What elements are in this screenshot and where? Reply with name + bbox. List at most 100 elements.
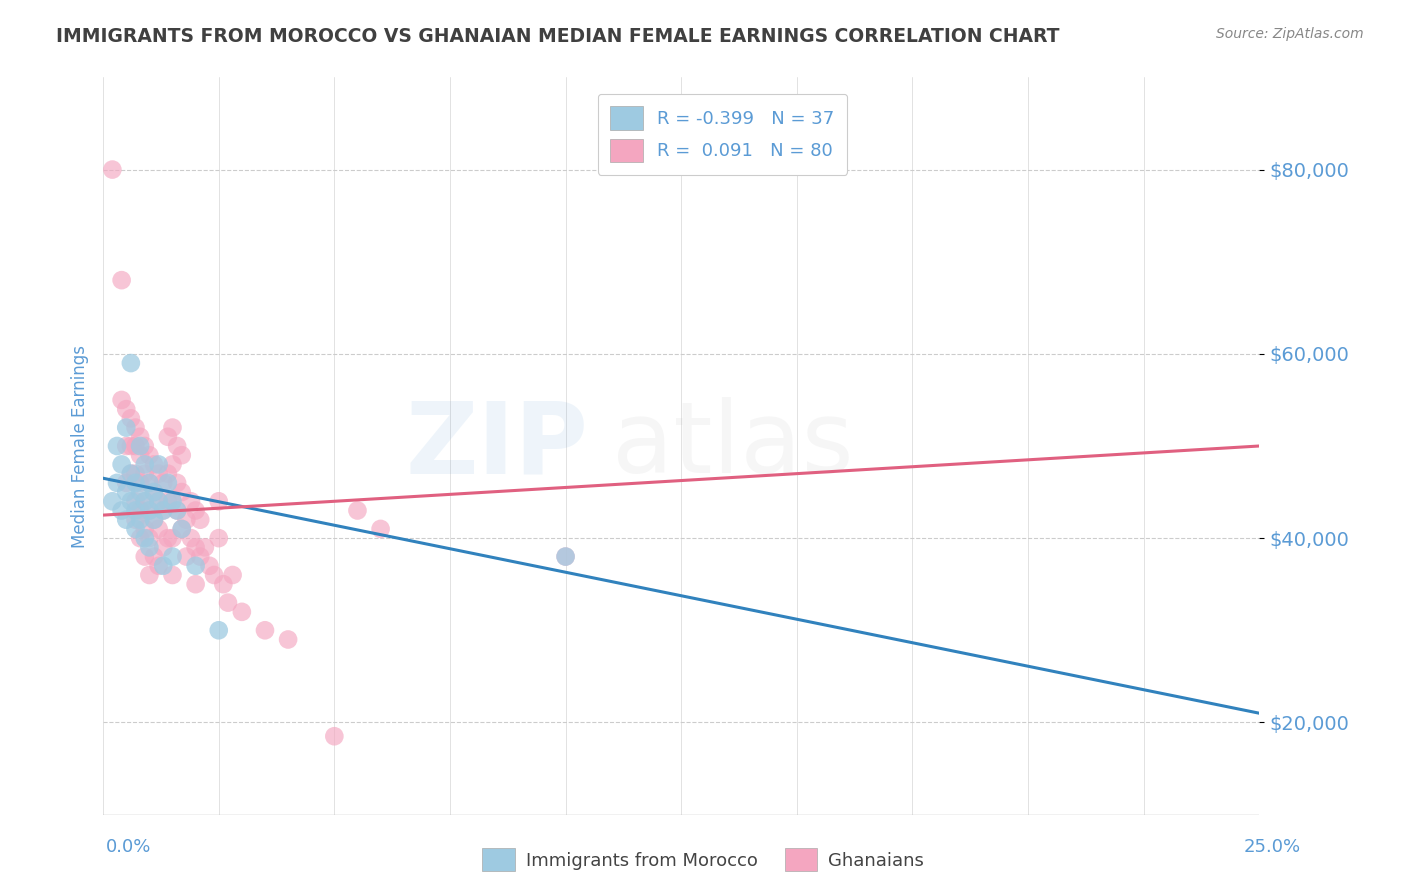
Point — [162, 549, 184, 564]
Point — [208, 494, 231, 508]
Point — [156, 467, 179, 481]
Point — [156, 475, 179, 490]
Point — [166, 503, 188, 517]
Point — [323, 729, 346, 743]
Point — [194, 541, 217, 555]
Point — [212, 577, 235, 591]
Point — [120, 494, 142, 508]
Point — [162, 420, 184, 434]
Point — [143, 549, 166, 564]
Point — [152, 475, 174, 490]
Point — [129, 448, 152, 462]
Point — [111, 458, 134, 472]
Text: 0.0%: 0.0% — [105, 838, 150, 855]
Point — [170, 448, 193, 462]
Point — [176, 549, 198, 564]
Point — [120, 356, 142, 370]
Point — [120, 439, 142, 453]
Point — [184, 541, 207, 555]
Point — [166, 475, 188, 490]
Point — [134, 549, 156, 564]
Point — [120, 467, 142, 481]
Point — [134, 467, 156, 481]
Text: Source: ZipAtlas.com: Source: ZipAtlas.com — [1216, 27, 1364, 41]
Point — [143, 485, 166, 500]
Point — [124, 420, 146, 434]
Point — [188, 549, 211, 564]
Point — [156, 531, 179, 545]
Point — [152, 503, 174, 517]
Point — [162, 531, 184, 545]
Point — [162, 494, 184, 508]
Point — [120, 411, 142, 425]
Point — [148, 494, 170, 508]
Point — [129, 439, 152, 453]
Point — [370, 522, 392, 536]
Point — [152, 558, 174, 573]
Point — [105, 475, 128, 490]
Point — [124, 494, 146, 508]
Point — [129, 531, 152, 545]
Legend: R = -0.399   N = 37, R =  0.091   N = 80: R = -0.399 N = 37, R = 0.091 N = 80 — [598, 94, 848, 175]
Point — [170, 485, 193, 500]
Point — [202, 568, 225, 582]
Point — [115, 475, 138, 490]
Point — [346, 503, 368, 517]
Point — [134, 522, 156, 536]
Point — [156, 430, 179, 444]
Point — [152, 503, 174, 517]
Point — [124, 439, 146, 453]
Point — [148, 458, 170, 472]
Text: IMMIGRANTS FROM MOROCCO VS GHANAIAN MEDIAN FEMALE EARNINGS CORRELATION CHART: IMMIGRANTS FROM MOROCCO VS GHANAIAN MEDI… — [56, 27, 1060, 45]
Point — [115, 420, 138, 434]
Point — [162, 494, 184, 508]
Point — [134, 494, 156, 508]
Point — [134, 439, 156, 453]
Point — [115, 439, 138, 453]
Point — [138, 503, 160, 517]
Text: ZIP: ZIP — [406, 398, 589, 494]
Point — [208, 624, 231, 638]
Point — [101, 494, 124, 508]
Point — [152, 541, 174, 555]
Point — [170, 522, 193, 536]
Point — [124, 475, 146, 490]
Point — [124, 503, 146, 517]
Point — [111, 392, 134, 407]
Point — [170, 522, 193, 536]
Point — [554, 549, 576, 564]
Point — [221, 568, 243, 582]
Point — [148, 467, 170, 481]
Point — [162, 458, 184, 472]
Point — [115, 485, 138, 500]
Point — [143, 485, 166, 500]
Point — [115, 402, 138, 417]
Point — [166, 503, 188, 517]
Point — [208, 531, 231, 545]
Point — [138, 503, 160, 517]
Point — [148, 494, 170, 508]
Point — [129, 430, 152, 444]
Point — [111, 503, 134, 517]
Point — [138, 568, 160, 582]
Point — [124, 513, 146, 527]
Point — [134, 531, 156, 545]
Point — [115, 513, 138, 527]
Point — [277, 632, 299, 647]
Point — [129, 513, 152, 527]
Point — [129, 485, 152, 500]
Point — [138, 475, 160, 490]
Point — [148, 522, 170, 536]
Point — [156, 494, 179, 508]
Point — [176, 513, 198, 527]
Point — [554, 549, 576, 564]
Point — [253, 624, 276, 638]
Point — [143, 513, 166, 527]
Point — [138, 531, 160, 545]
Y-axis label: Median Female Earnings: Median Female Earnings — [72, 344, 89, 548]
Point — [180, 494, 202, 508]
Point — [148, 558, 170, 573]
Legend: Immigrants from Morocco, Ghanaians: Immigrants from Morocco, Ghanaians — [475, 841, 931, 879]
Point — [129, 475, 152, 490]
Point — [134, 494, 156, 508]
